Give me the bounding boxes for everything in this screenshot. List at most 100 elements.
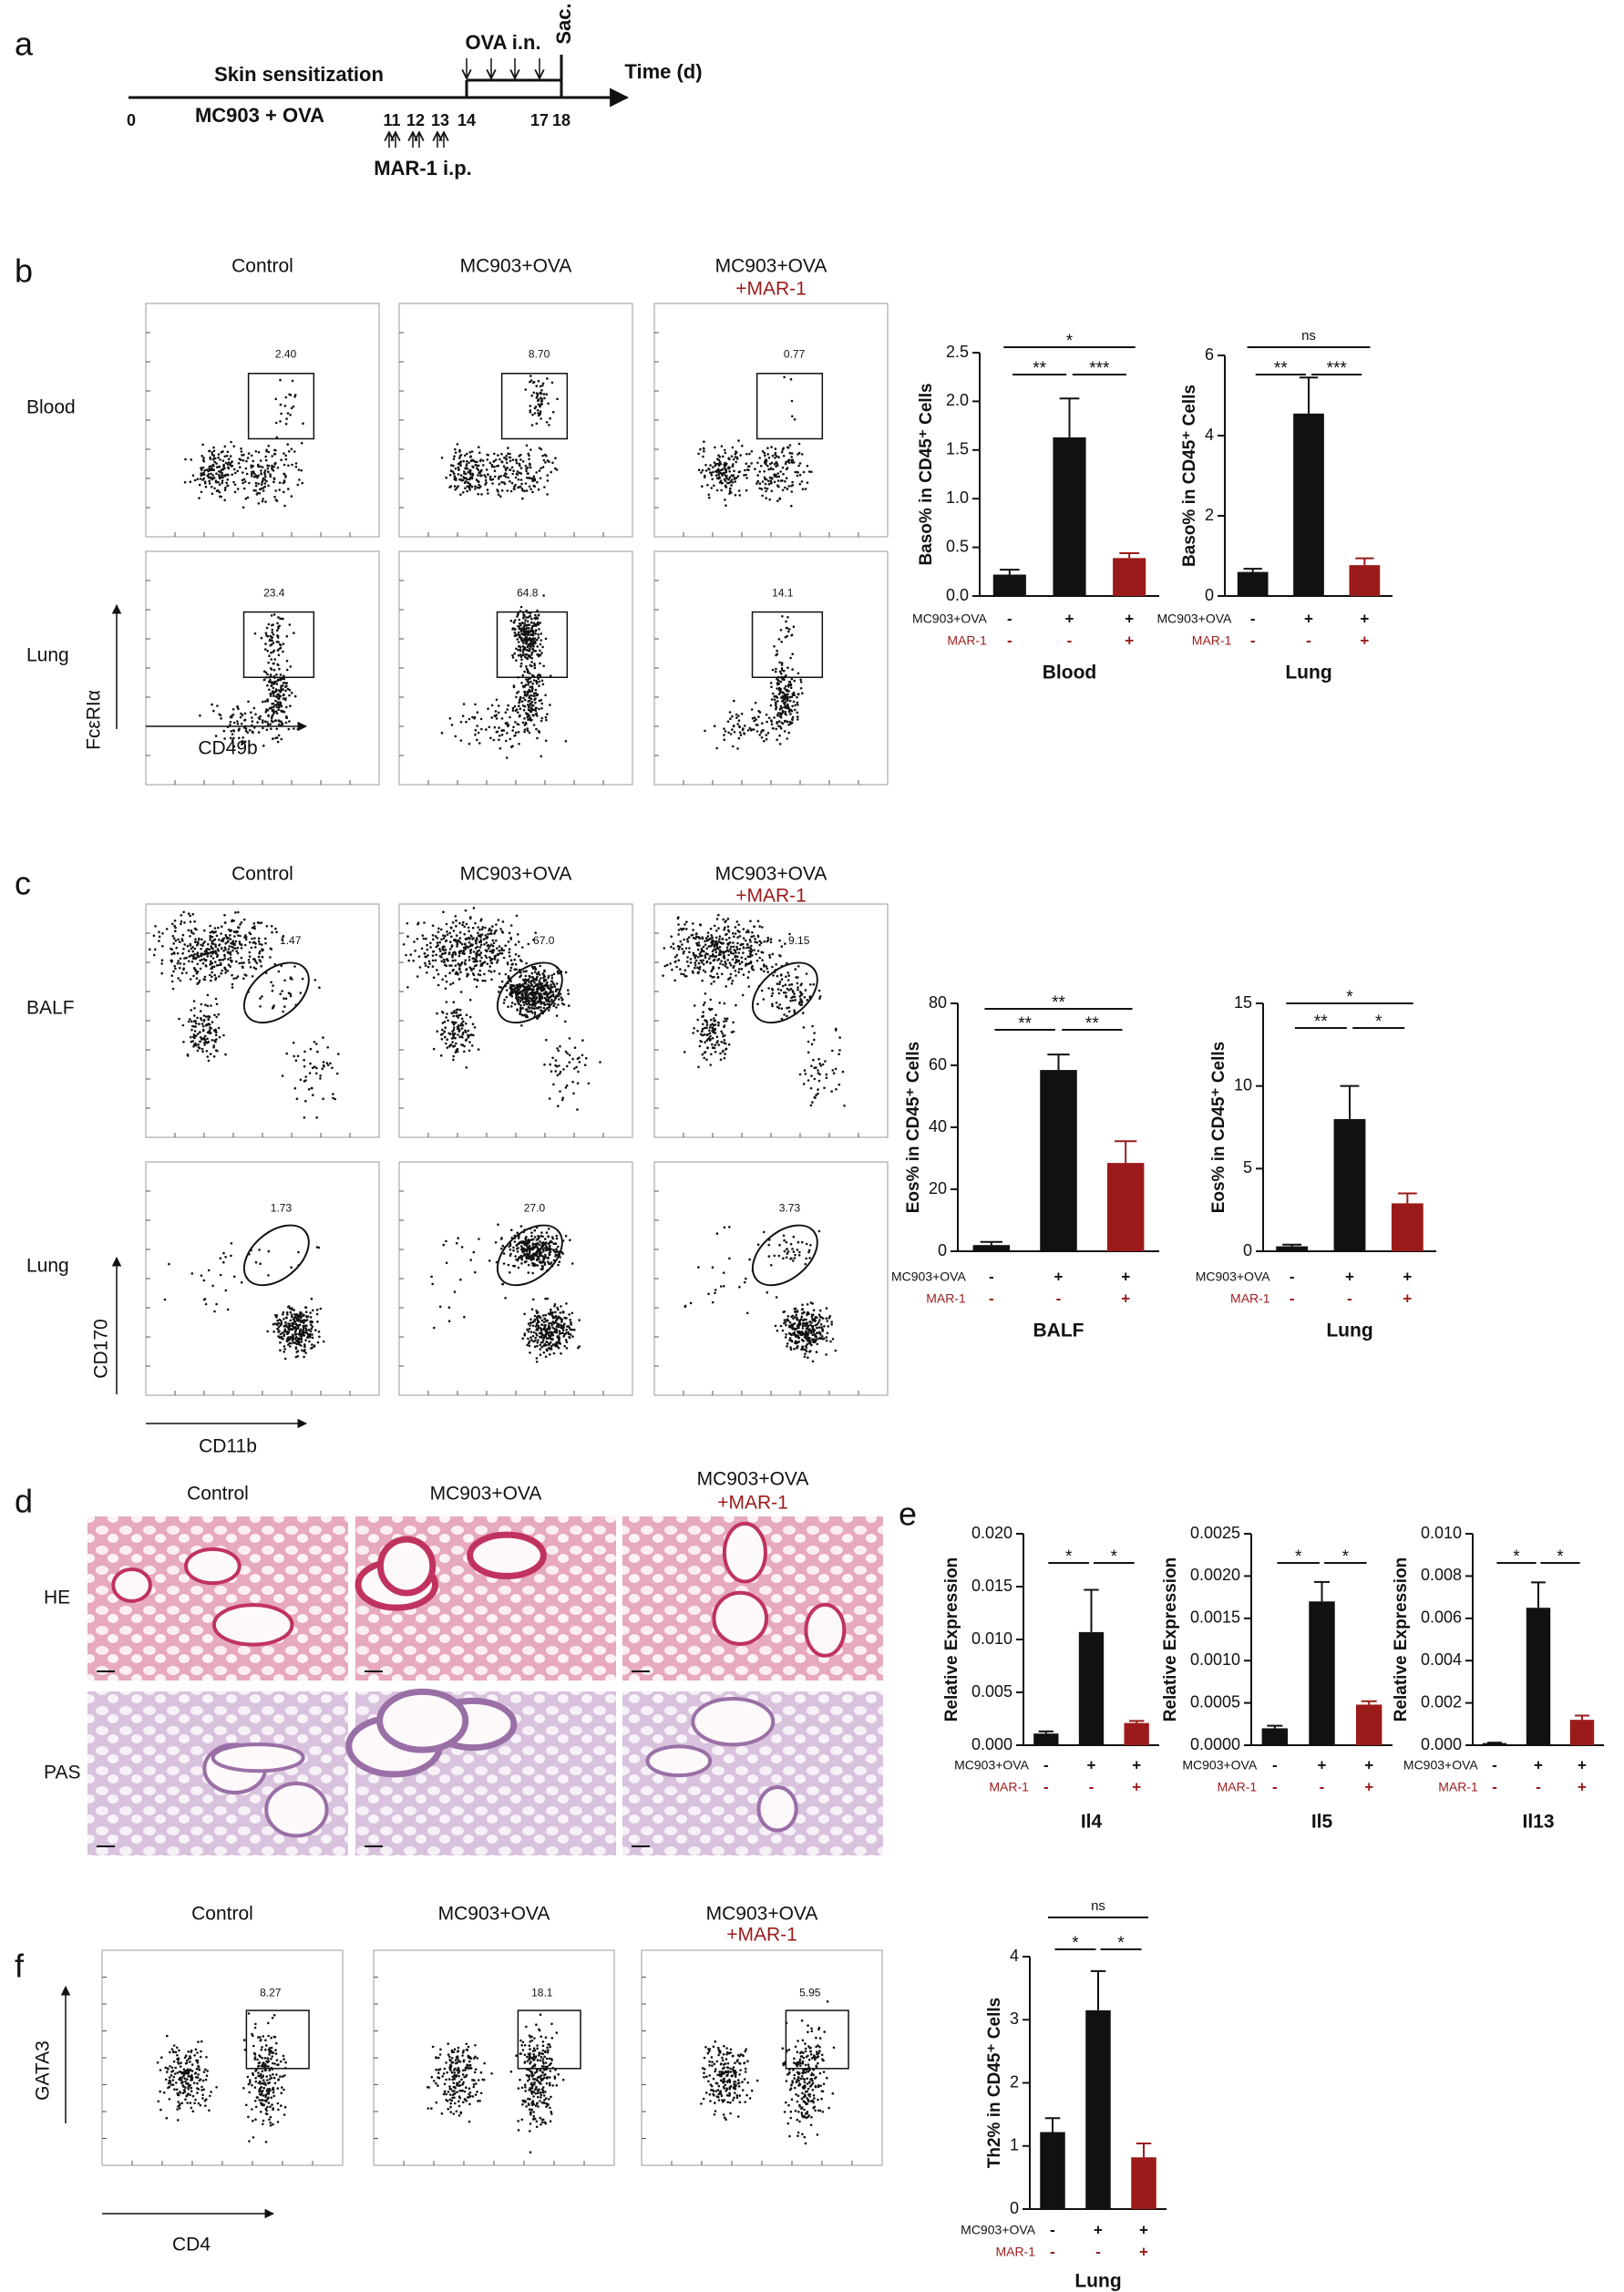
dot bbox=[769, 482, 773, 485]
dot bbox=[761, 926, 764, 929]
dot bbox=[750, 951, 753, 953]
dot bbox=[548, 1097, 551, 1100]
column-header: MC903+OVA bbox=[715, 256, 827, 277]
dot bbox=[539, 996, 541, 1000]
dot bbox=[778, 497, 781, 500]
dot bbox=[170, 974, 173, 977]
dot bbox=[322, 1061, 325, 1064]
dot bbox=[734, 456, 737, 458]
dot bbox=[315, 1312, 319, 1316]
dot bbox=[506, 732, 509, 735]
dot bbox=[265, 728, 269, 732]
dot bbox=[489, 478, 493, 481]
dot bbox=[735, 1003, 737, 1007]
dot bbox=[729, 490, 732, 494]
dot bbox=[686, 938, 689, 940]
dot bbox=[555, 988, 558, 992]
dot bbox=[253, 937, 256, 940]
dot bbox=[555, 468, 559, 471]
dot bbox=[734, 926, 737, 929]
dot bbox=[516, 692, 519, 694]
dot bbox=[189, 935, 191, 938]
dot bbox=[448, 951, 451, 954]
dot bbox=[781, 466, 785, 469]
dot bbox=[274, 421, 278, 425]
dot bbox=[198, 483, 201, 487]
dot bbox=[525, 648, 529, 652]
dot bbox=[758, 925, 761, 928]
dot bbox=[748, 938, 752, 941]
dot bbox=[730, 484, 733, 487]
dot bbox=[533, 1228, 537, 1232]
dot bbox=[252, 465, 255, 468]
dot bbox=[525, 678, 528, 681]
dot bbox=[731, 446, 735, 449]
dot bbox=[793, 995, 797, 999]
dot bbox=[452, 457, 456, 460]
dot bbox=[509, 456, 512, 459]
dot bbox=[554, 457, 557, 460]
dot bbox=[547, 402, 550, 406]
dot bbox=[739, 454, 742, 457]
dot bbox=[526, 680, 529, 683]
dot bbox=[317, 1331, 321, 1333]
dot bbox=[232, 1275, 236, 1279]
dot bbox=[726, 949, 729, 951]
dot bbox=[561, 1096, 564, 1099]
dot bbox=[709, 1034, 712, 1038]
dot bbox=[325, 1062, 329, 1064]
dot bbox=[704, 954, 706, 957]
dot bbox=[720, 481, 724, 485]
dot bbox=[287, 992, 291, 994]
dot bbox=[791, 717, 794, 721]
dot bbox=[152, 953, 156, 957]
dot bbox=[543, 970, 546, 973]
dot bbox=[424, 961, 427, 965]
dot bbox=[261, 955, 264, 959]
dot bbox=[461, 714, 465, 717]
dot bbox=[249, 965, 252, 969]
dot bbox=[288, 688, 292, 692]
dot bbox=[718, 945, 722, 949]
dot bbox=[551, 982, 555, 985]
dot bbox=[242, 736, 245, 739]
dot bbox=[218, 943, 221, 946]
dot bbox=[542, 1248, 545, 1251]
dot bbox=[838, 1053, 840, 1055]
dot bbox=[242, 478, 246, 481]
dot bbox=[459, 940, 462, 944]
dot bbox=[289, 994, 293, 998]
dot bbox=[793, 1009, 796, 1012]
dot bbox=[546, 474, 550, 477]
dot bbox=[793, 679, 796, 683]
dot bbox=[710, 487, 713, 489]
dot bbox=[533, 485, 536, 488]
dot bbox=[460, 1017, 464, 1021]
dot bbox=[490, 929, 493, 932]
dot bbox=[527, 654, 530, 658]
dot bbox=[236, 488, 240, 490]
dot bbox=[198, 1046, 201, 1050]
dot bbox=[270, 642, 273, 646]
dot bbox=[412, 959, 416, 962]
dot bbox=[285, 417, 288, 420]
dot bbox=[764, 478, 766, 481]
dot bbox=[232, 468, 236, 471]
dot bbox=[715, 488, 719, 492]
dot bbox=[296, 1350, 300, 1352]
dot bbox=[763, 965, 766, 968]
dot bbox=[686, 940, 690, 943]
dot bbox=[584, 1056, 588, 1060]
dot bbox=[259, 488, 262, 491]
dot bbox=[499, 986, 503, 989]
dot bbox=[214, 943, 217, 946]
dot bbox=[453, 1012, 456, 1014]
dot bbox=[519, 664, 522, 668]
dot bbox=[704, 956, 707, 959]
dot bbox=[172, 937, 176, 940]
dot bbox=[791, 668, 794, 671]
dot bbox=[293, 1330, 297, 1333]
dot bbox=[454, 1051, 457, 1053]
gate-value: 0.77 bbox=[784, 347, 806, 360]
dot bbox=[730, 945, 733, 949]
